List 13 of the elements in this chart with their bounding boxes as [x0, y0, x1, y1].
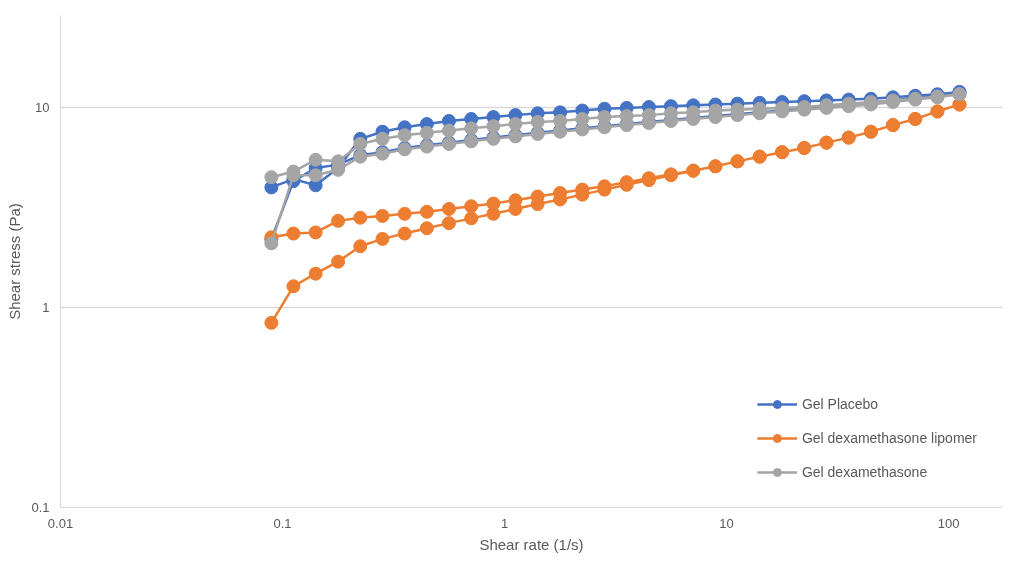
x-tick-label: 0.1	[273, 515, 292, 531]
x-tick-label: 1	[500, 515, 509, 531]
legend-label: Gel Placebo	[801, 396, 879, 412]
legend-label: Gel dexamethasone lipomer	[801, 430, 977, 446]
x-tick-label: 0.01	[47, 515, 74, 531]
legend-label: Gel dexamethasone	[801, 464, 928, 480]
x-tick-label: 100	[937, 515, 960, 531]
x-tick-label: 10	[719, 515, 734, 531]
y-tick-label: 10	[35, 100, 50, 116]
y-tick-label: 1	[42, 300, 50, 316]
y-tick-label: 0.1	[31, 500, 50, 515]
x-axis-title: Shear rate (1/s)	[479, 535, 584, 553]
y-axis-title: Shear stress (Pa)	[6, 203, 24, 320]
